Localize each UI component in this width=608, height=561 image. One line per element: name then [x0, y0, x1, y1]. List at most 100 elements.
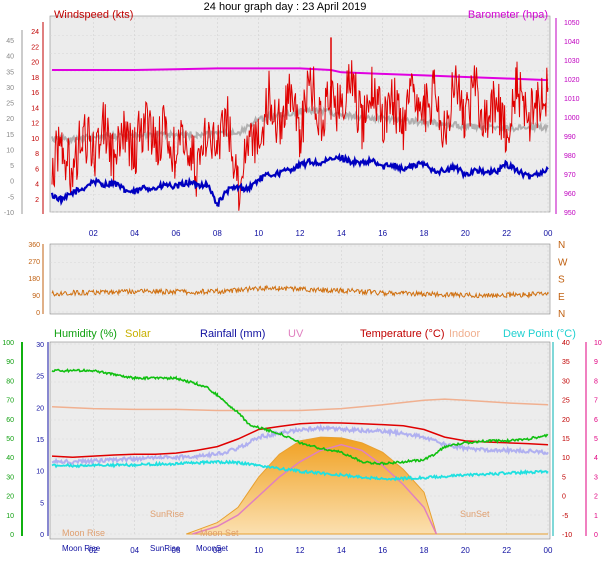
wind-outer-tick: 35 [6, 69, 14, 76]
humidity-tick: 70 [6, 398, 14, 405]
uv-tick: 9 [594, 359, 598, 366]
rainfall-tick: 20 [36, 405, 44, 412]
barometer-tick: 1040 [564, 39, 580, 46]
sunset-annotation: SunSet [460, 509, 490, 519]
rainfall-tick: 25 [36, 374, 44, 381]
wind-inner-tick: 10 [31, 136, 39, 143]
barometer-tick: 1010 [564, 96, 580, 103]
wind-outer-tick: 40 [6, 54, 14, 61]
barometer-tick: 990 [564, 134, 576, 141]
barometer-tick: 980 [564, 153, 576, 160]
windspeed-label: Windspeed (kts) [54, 9, 133, 21]
wind-outer-tick: -5 [8, 194, 14, 201]
uv-tick: 8 [594, 378, 598, 385]
uv-tick: 1 [594, 513, 598, 520]
temperature-tick: -10 [562, 532, 572, 539]
humidity-tick: 90 [6, 359, 14, 366]
temperature-tick: 35 [562, 359, 570, 366]
humidity-tick: 100 [2, 340, 14, 347]
rainfall-tick: 30 [36, 342, 44, 349]
temperature-line [51, 421, 549, 458]
legend-uv: UV [288, 328, 304, 340]
x-tick-label: 10 [254, 229, 263, 238]
moonset-bottom-label: MoonSet [196, 544, 229, 553]
uv-tick: 5 [594, 436, 598, 443]
x-tick-label: 06 [172, 229, 181, 238]
x-tick-label: 20 [461, 546, 470, 555]
indoor-temperature-line [51, 398, 549, 412]
barometer-tick: 1030 [564, 58, 580, 65]
uv-tick: 10 [594, 340, 602, 347]
wind-inner-tick: 8 [35, 151, 39, 158]
x-tick-label: 20 [461, 229, 470, 238]
humidity-tick: 10 [6, 513, 14, 520]
wind-outer-tick: 5 [10, 163, 14, 170]
temperature-tick: 0 [562, 494, 566, 501]
direction-compass-tick: N [558, 240, 565, 251]
direction-compass-tick: E [558, 292, 565, 303]
barometer-tick: 970 [564, 172, 576, 179]
barometer-tick: 1050 [564, 20, 580, 27]
rainfall-tick: 0 [40, 532, 44, 539]
wind-outer-tick: 10 [6, 147, 14, 154]
x-tick-label: 22 [502, 229, 511, 238]
x-tick-label: 16 [378, 546, 387, 555]
rainfall-tick: 15 [36, 437, 44, 444]
humidity-tick: 80 [6, 378, 14, 385]
uv-tick: 7 [594, 398, 598, 405]
direction-degree-tick: 270 [28, 259, 40, 266]
direction-degree-tick: 90 [32, 293, 40, 300]
direction-degree-tick: 180 [28, 276, 40, 283]
lavender-series-line [51, 423, 549, 466]
x-tick-label: 06 [172, 546, 181, 555]
direction-compass-tick: W [558, 257, 568, 268]
x-tick-label: 02 [89, 229, 98, 238]
legend-indoor: Indoor [449, 328, 481, 340]
wind-inner-tick: 2 [35, 197, 39, 204]
direction-degree-tick: 0 [36, 310, 40, 317]
legend-temperature: Temperature (°C) [360, 328, 444, 340]
barometer-tick: 1000 [564, 115, 580, 122]
legend-humidity: Humidity (%) [54, 328, 117, 340]
wind-direction-line [51, 284, 549, 299]
humidity-tick: 30 [6, 474, 14, 481]
windspeed-line [51, 60, 549, 211]
wind-inner-tick: 22 [31, 44, 39, 51]
x-tick-label: 10 [254, 546, 263, 555]
x-tick-label: 00 [544, 546, 553, 555]
series-layer [50, 37, 549, 535]
wind-inner-tick: 14 [31, 105, 39, 112]
x-tick-label: 04 [130, 229, 139, 238]
uv-tick: 4 [594, 455, 598, 462]
x-tick-label: 18 [420, 229, 429, 238]
x-tick-label: 12 [296, 546, 305, 555]
direction-compass-tick: N [558, 309, 565, 320]
wind-inner-tick: 6 [35, 166, 39, 173]
wind-inner-tick: 24 [31, 29, 39, 36]
barometer-tick: 1020 [564, 77, 580, 84]
uv-line [192, 443, 438, 535]
direction-degree-tick: 360 [28, 242, 40, 249]
wind-outer-tick: 25 [6, 101, 14, 108]
temperature-tick: -5 [562, 513, 568, 520]
uv-tick: 3 [594, 474, 598, 481]
wind-outer-tick: -10 [4, 210, 14, 217]
x-tick-label: 12 [296, 229, 305, 238]
x-tick-label: 08 [213, 546, 222, 555]
x-tick-label: 04 [130, 546, 139, 555]
uv-tick: 2 [594, 494, 598, 501]
barometer-tick: 950 [564, 210, 576, 217]
humidity-tick: 50 [6, 436, 14, 443]
solar-area [186, 436, 548, 535]
moonrise-bottom-label: Moon Rise [62, 544, 101, 553]
dewpoint-line [51, 459, 549, 482]
humidity-tick: 60 [6, 417, 14, 424]
uv-tick: 0 [594, 532, 598, 539]
graph-title: 24 hour graph day : 23 April 2019 [204, 1, 367, 13]
sunrise-bottom-label: SunRise [150, 544, 181, 553]
temperature-tick: 15 [562, 436, 570, 443]
temperature-tick: 25 [562, 398, 570, 405]
